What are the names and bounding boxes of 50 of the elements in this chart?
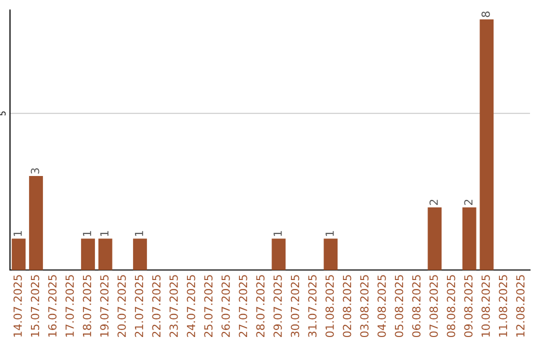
x-tick-label: 09.08.2025 (464, 275, 473, 338)
x-tick-label: 12.08.2025 (516, 275, 525, 337)
x-tick-label: 02.08.2025 (342, 275, 352, 338)
x-tick-label: 11.08.2025 (498, 275, 508, 337)
x-tick-label: 08.08.2025 (446, 275, 456, 338)
x-tick-label: 19.07.2025 (100, 275, 109, 337)
x-tick-label: 01.08.2025 (325, 275, 334, 338)
x-tick-label: 22.07.2025 (152, 275, 161, 337)
x-tick-label: 27.07.2025 (238, 275, 248, 337)
data-label: 8 (481, 12, 490, 18)
data-label: 1 (82, 231, 92, 236)
x-tick-label: 14.07.2025 (13, 275, 22, 337)
x-tick-label: 06.08.2025 (412, 275, 421, 338)
bar (81, 238, 95, 270)
x-tick-label: 31.07.2025 (308, 275, 317, 337)
data-label: 1 (14, 231, 22, 236)
bar (98, 238, 112, 270)
x-tick-label: 30.07.2025 (290, 275, 300, 337)
bar (324, 238, 338, 270)
x-tick-label: 21.07.2025 (134, 275, 144, 337)
bar (462, 207, 476, 270)
x-tick-label: 25.07.2025 (204, 275, 213, 337)
data-label: 1 (134, 231, 144, 236)
bar (29, 176, 43, 270)
data-label: 2 (429, 200, 438, 205)
x-tick-label: 18.07.2025 (82, 275, 92, 337)
x-tick-label: 16.07.2025 (48, 275, 57, 337)
x-tick-label: 04.08.2025 (377, 275, 386, 338)
bar (12, 238, 26, 270)
data-label: 3 (30, 168, 40, 174)
data-label: 1 (100, 231, 108, 236)
x-tick-label: 10.08.2025 (481, 275, 490, 337)
x-tick-label: 28.07.2025 (256, 275, 265, 337)
x-tick-label: 29.07.2025 (273, 275, 282, 337)
x-tick-label: 17.07.2025 (65, 275, 74, 337)
x-tick-label: 24.07.2025 (186, 275, 196, 337)
x-tick-label: 03.08.2025 (360, 275, 369, 338)
x-tick-label: 26.07.2025 (221, 275, 230, 337)
data-label: 1 (326, 231, 334, 236)
bar (272, 238, 286, 270)
bar (133, 238, 147, 270)
x-tick-label: 20.07.2025 (117, 275, 126, 337)
bar (428, 207, 442, 270)
x-tick-label: 05.08.2025 (394, 275, 404, 338)
x-tick-label: 23.07.2025 (169, 275, 178, 337)
x-tick-label: 07.08.2025 (429, 275, 438, 338)
data-label: 1 (274, 231, 282, 236)
x-tick-label: 15.07.2025 (30, 275, 40, 337)
bar (480, 19, 494, 270)
data-label: 2 (464, 200, 472, 205)
